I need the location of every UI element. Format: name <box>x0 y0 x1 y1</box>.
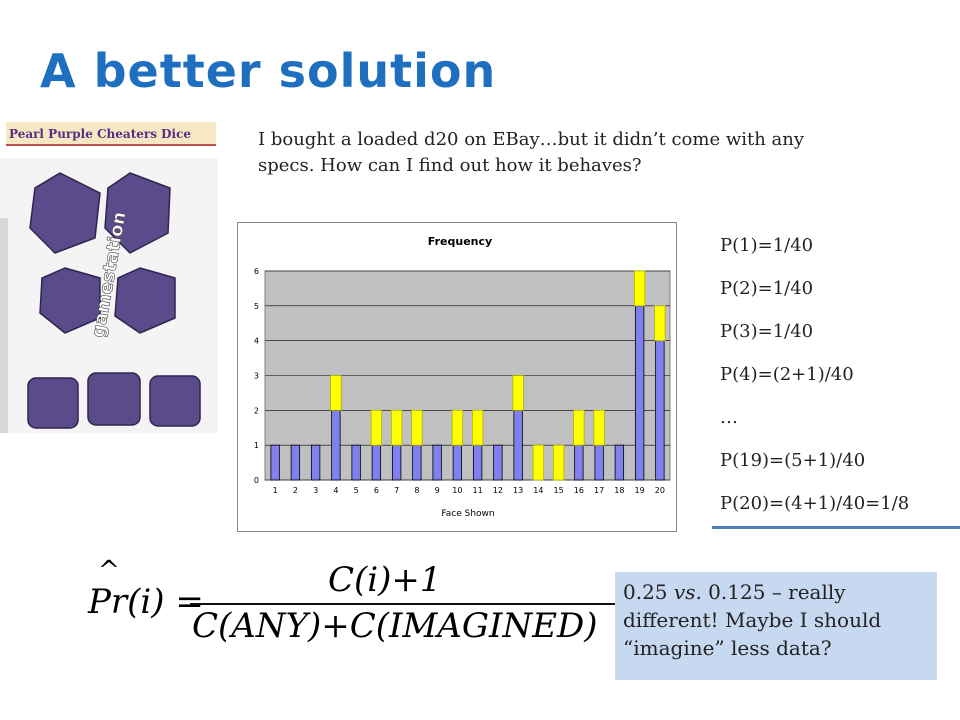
x-tick-label: 20 <box>655 486 665 495</box>
hat-accent: ^ <box>98 556 120 586</box>
bar-observed <box>634 305 645 481</box>
bar-imagined <box>552 444 565 481</box>
x-axis-label: Face Shown <box>441 509 494 519</box>
fraction-bar <box>190 603 668 605</box>
slide-title: A better solution <box>40 44 497 98</box>
bar-imagined <box>370 409 383 446</box>
x-tick-label: 12 <box>493 486 503 495</box>
bar-imagined <box>330 375 342 411</box>
bar-observed <box>351 444 361 481</box>
y-tick-label: 4 <box>254 337 259 346</box>
smoothing-formula: ^ Pr(i) = C(i)+1 C(ANY)+C(IMAGINED) <box>88 556 668 650</box>
bar-observed <box>331 409 341 481</box>
prob-item: P(19)=(5+1)/40 <box>720 450 866 471</box>
bar-observed <box>452 444 463 481</box>
bar-imagined <box>512 375 524 411</box>
x-axis-ticks: 1 2 3 4 5 6 7 8 9 10 11 12 13 14 15 16 17 18 19 20 <box>273 486 665 495</box>
product-image: Pearl Purple Cheaters Dice gamestation <box>0 118 218 433</box>
x-tick-label: 14 <box>533 486 543 495</box>
bar-observed <box>493 444 503 481</box>
bar-imagined <box>593 409 605 446</box>
dice-illustration: gamestation <box>0 158 218 433</box>
bar-observed <box>270 444 280 481</box>
y-tick-label: 0 <box>254 476 259 485</box>
bar-imagined <box>390 409 403 446</box>
bar-observed <box>371 444 382 481</box>
bar-observed <box>472 444 483 481</box>
bar-imagined <box>532 444 545 481</box>
bar-imagined <box>633 270 646 307</box>
probability-list: P(1)=1/40 P(2)=1/40 P(3)=1/40 P(4)=(2+1)… <box>720 232 909 533</box>
prob-item: P(1)=1/40 <box>720 235 814 256</box>
y-axis-ticks: 0 1 2 3 4 5 6 <box>254 267 259 485</box>
x-tick-label: 13 <box>513 486 523 495</box>
note-vs: vs. <box>673 580 702 604</box>
x-tick-label: 5 <box>354 486 359 495</box>
note-text: 0.125 – really different! Maybe I should… <box>623 580 882 660</box>
x-tick-label: 15 <box>554 486 564 495</box>
x-tick-label: 8 <box>414 486 419 495</box>
prob-item: P(2)=1/40 <box>720 278 814 299</box>
y-tick-label: 3 <box>254 372 259 381</box>
bar-imagined <box>411 409 423 446</box>
prob-item: … <box>720 407 738 428</box>
bar-observed <box>290 444 301 481</box>
bar-observed <box>574 444 584 481</box>
y-tick-label: 6 <box>254 267 259 276</box>
intro-text: I bought a loaded d20 on EBay…but it did… <box>258 129 805 176</box>
bar-imagined <box>451 409 464 446</box>
y-tick-label: 5 <box>254 302 259 311</box>
bar-observed <box>513 409 523 481</box>
bar-imagined <box>573 409 585 446</box>
x-tick-label: 19 <box>635 486 645 495</box>
x-tick-label: 6 <box>374 486 379 495</box>
prob-item: P(20)=(4+1)/40=1/8 <box>720 493 910 514</box>
x-tick-label: 3 <box>313 486 318 495</box>
bar-observed <box>655 340 665 481</box>
y-tick-label: 1 <box>254 441 259 450</box>
product-banner: Pearl Purple Cheaters Dice <box>6 122 216 146</box>
callout-note: 0.25 vs. 0.125 – really different! Maybe… <box>615 572 937 680</box>
x-tick-label: 16 <box>574 486 584 495</box>
x-tick-label: 17 <box>594 486 604 495</box>
bar-imagined <box>654 305 666 342</box>
prob-item: P(4)=(2+1)/40 <box>720 364 854 385</box>
bar-observed <box>391 444 402 481</box>
note-value-a: 0.25 <box>623 580 668 604</box>
bar-imagined <box>471 409 484 446</box>
x-tick-label: 4 <box>333 486 338 495</box>
x-tick-label: 7 <box>394 486 399 495</box>
list-underline <box>712 526 960 529</box>
x-tick-label: 9 <box>435 486 440 495</box>
bar-observed <box>310 444 321 481</box>
x-tick-label: 2 <box>293 486 298 495</box>
x-tick-label: 18 <box>614 486 624 495</box>
bar-observed <box>412 444 422 481</box>
chart-title: Frequency <box>428 235 492 248</box>
prob-item: P(3)=1/40 <box>720 321 814 342</box>
y-tick-label: 2 <box>254 406 259 415</box>
bar-observed <box>614 444 625 481</box>
x-tick-label: 11 <box>473 486 483 495</box>
formula-lhs: Pr(i) = <box>88 582 204 622</box>
bar-observed <box>432 444 442 481</box>
formula-numerator: C(i)+1 <box>328 560 442 600</box>
x-tick-label: 10 <box>452 486 462 495</box>
bar-observed <box>594 444 604 481</box>
x-tick-label: 1 <box>273 486 278 495</box>
formula-denominator: C(ANY)+C(IMAGINED) <box>192 606 598 646</box>
bars <box>270 270 666 481</box>
